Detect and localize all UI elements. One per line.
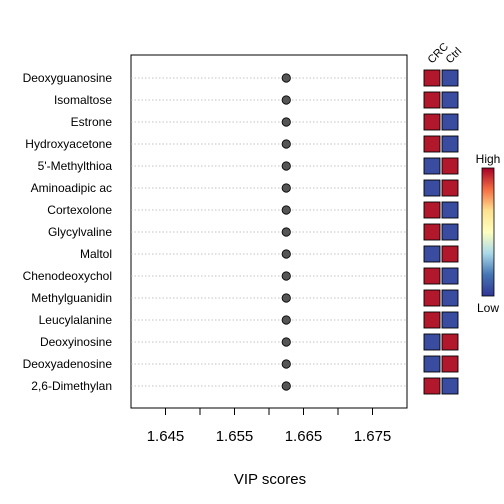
heatmap-cell bbox=[441, 113, 459, 131]
vip-point bbox=[281, 73, 291, 83]
feature-label: Leucylalanine bbox=[39, 313, 113, 327]
heatmap-cell bbox=[423, 157, 441, 175]
grid-lines bbox=[131, 77, 407, 387]
heatmap-cell bbox=[441, 311, 459, 329]
heatmap-cell bbox=[441, 91, 459, 109]
heatmap-cell bbox=[441, 289, 459, 307]
heatmap-cell bbox=[441, 69, 459, 87]
x-tick-label: 1.655 bbox=[216, 428, 254, 445]
heatmap-cell bbox=[441, 377, 459, 395]
feature-label: Deoxyadenosine bbox=[23, 357, 113, 371]
vip-point bbox=[281, 359, 291, 369]
heatmap-cell bbox=[441, 201, 459, 219]
legend-high-label: High bbox=[476, 152, 501, 166]
heatmap-cell bbox=[423, 245, 441, 263]
vip-points bbox=[281, 73, 291, 391]
heatmap-cell bbox=[423, 179, 441, 197]
feature-label: Glycylvaline bbox=[48, 225, 112, 239]
heatmap-cell bbox=[441, 355, 459, 373]
vip-point bbox=[281, 227, 291, 237]
vip-point bbox=[281, 139, 291, 149]
vip-point bbox=[281, 315, 291, 325]
heatmap-cell bbox=[441, 157, 459, 175]
vip-point bbox=[281, 117, 291, 127]
feature-label: Aminoadipic ac bbox=[31, 181, 112, 195]
x-axis-title: VIP scores bbox=[234, 471, 306, 488]
feature-label: Chenodeoxychol bbox=[23, 269, 112, 283]
heatmap-cell bbox=[423, 289, 441, 307]
legend-low-label: Low bbox=[477, 301, 499, 315]
feature-label: Deoxyguanosine bbox=[23, 71, 113, 85]
x-axis: 1.645 1.655 1.665 1.675 bbox=[147, 408, 392, 445]
vip-point bbox=[281, 205, 291, 215]
plot-frame bbox=[130, 54, 408, 409]
heatmap-cell bbox=[423, 267, 441, 285]
vip-point bbox=[281, 381, 291, 391]
feature-label: Cortexolone bbox=[47, 203, 112, 217]
vip-point bbox=[281, 249, 291, 259]
feature-labels: Deoxyguanosine Isomaltose Estrone Hydroxyac… bbox=[23, 71, 113, 393]
heatmap-cell bbox=[441, 223, 459, 241]
feature-label: Isomaltose bbox=[54, 93, 112, 107]
heatmap-cell bbox=[423, 355, 441, 373]
feature-label: Estrone bbox=[71, 115, 113, 129]
vip-point bbox=[281, 293, 291, 303]
feature-label: 5'-Methylthioa bbox=[38, 159, 113, 173]
feature-label: Methylguanidin bbox=[31, 291, 112, 305]
feature-label: Hydroxyacetone bbox=[25, 137, 112, 151]
x-tick-label: 1.665 bbox=[285, 428, 323, 445]
heatmap-cell bbox=[441, 245, 459, 263]
vip-point bbox=[281, 161, 291, 171]
vip-point bbox=[281, 271, 291, 281]
feature-label: Deoxyinosine bbox=[40, 335, 112, 349]
heatmap-cell bbox=[423, 69, 441, 87]
heatmap-cell bbox=[423, 333, 441, 351]
color-legend: High Low bbox=[476, 152, 501, 315]
heatmap-cell bbox=[423, 91, 441, 109]
x-tick-label: 1.645 bbox=[147, 428, 185, 445]
heatmap-cell bbox=[423, 311, 441, 329]
heatmap-cell bbox=[441, 267, 459, 285]
heatmap-cell bbox=[423, 223, 441, 241]
heatmap-cell bbox=[441, 333, 459, 351]
heatmap-cell bbox=[441, 135, 459, 153]
vip-point bbox=[281, 337, 291, 347]
vip-point bbox=[281, 183, 291, 193]
legend-color-bar bbox=[481, 167, 495, 297]
vip-point bbox=[281, 95, 291, 105]
heatmap-cell bbox=[441, 179, 459, 197]
heatmap-cell bbox=[423, 377, 441, 395]
heatmap-cell bbox=[423, 201, 441, 219]
heatmap-cell bbox=[423, 135, 441, 153]
group-heatmap bbox=[423, 69, 459, 395]
heatmap-cell bbox=[423, 113, 441, 131]
feature-label: Maltol bbox=[80, 247, 112, 261]
feature-label: 2,6-Dimethylan bbox=[31, 379, 112, 393]
x-tick-label: 1.675 bbox=[354, 428, 392, 445]
